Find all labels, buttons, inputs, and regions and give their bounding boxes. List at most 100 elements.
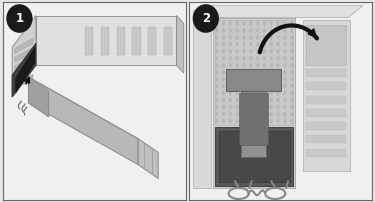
Polygon shape	[15, 56, 33, 71]
Polygon shape	[249, 63, 252, 68]
Polygon shape	[283, 49, 286, 54]
Polygon shape	[229, 112, 232, 116]
Polygon shape	[256, 105, 259, 109]
Polygon shape	[290, 98, 293, 102]
Polygon shape	[177, 16, 184, 73]
Polygon shape	[283, 119, 286, 123]
Polygon shape	[215, 105, 218, 109]
Polygon shape	[256, 49, 259, 54]
Polygon shape	[236, 28, 239, 33]
Polygon shape	[306, 109, 347, 117]
Polygon shape	[236, 63, 239, 68]
Polygon shape	[164, 27, 172, 55]
Polygon shape	[222, 77, 225, 82]
Polygon shape	[229, 77, 232, 82]
Polygon shape	[193, 9, 211, 188]
Polygon shape	[28, 77, 158, 153]
Polygon shape	[215, 63, 218, 68]
Polygon shape	[306, 25, 347, 65]
Polygon shape	[249, 77, 252, 82]
Polygon shape	[236, 35, 239, 40]
Polygon shape	[306, 82, 347, 90]
Polygon shape	[243, 98, 246, 102]
Polygon shape	[283, 56, 286, 61]
Polygon shape	[263, 77, 266, 82]
Polygon shape	[229, 70, 232, 75]
Polygon shape	[290, 21, 293, 26]
Polygon shape	[215, 127, 294, 186]
Polygon shape	[270, 63, 273, 68]
Polygon shape	[283, 112, 286, 116]
Polygon shape	[276, 98, 280, 102]
Polygon shape	[283, 105, 286, 109]
Polygon shape	[270, 49, 273, 54]
Polygon shape	[236, 98, 239, 102]
Polygon shape	[283, 91, 286, 95]
Polygon shape	[306, 149, 347, 157]
Polygon shape	[249, 28, 252, 33]
Polygon shape	[283, 77, 286, 82]
Polygon shape	[256, 35, 259, 40]
Polygon shape	[243, 21, 246, 26]
Polygon shape	[222, 70, 225, 75]
Polygon shape	[249, 84, 252, 88]
Polygon shape	[236, 70, 239, 75]
Polygon shape	[132, 27, 141, 55]
Polygon shape	[276, 42, 280, 47]
Polygon shape	[236, 77, 239, 82]
Polygon shape	[263, 28, 266, 33]
Polygon shape	[263, 35, 266, 40]
Polygon shape	[222, 28, 225, 33]
Polygon shape	[256, 42, 259, 47]
Polygon shape	[283, 63, 286, 68]
Polygon shape	[283, 28, 286, 33]
Polygon shape	[263, 21, 266, 26]
Polygon shape	[283, 21, 286, 26]
Polygon shape	[243, 28, 246, 33]
Polygon shape	[263, 112, 266, 116]
Polygon shape	[12, 43, 36, 97]
Polygon shape	[229, 21, 232, 26]
Polygon shape	[270, 28, 273, 33]
Polygon shape	[270, 112, 273, 116]
Polygon shape	[222, 56, 225, 61]
Text: 2: 2	[202, 12, 210, 25]
Polygon shape	[236, 21, 239, 26]
Polygon shape	[101, 27, 109, 55]
Polygon shape	[243, 91, 246, 95]
Polygon shape	[290, 84, 293, 88]
Polygon shape	[236, 42, 239, 47]
Polygon shape	[215, 112, 218, 116]
Polygon shape	[249, 105, 252, 109]
Polygon shape	[236, 56, 239, 61]
Polygon shape	[276, 91, 280, 95]
Polygon shape	[270, 119, 273, 123]
Polygon shape	[270, 35, 273, 40]
Polygon shape	[28, 77, 138, 165]
Polygon shape	[243, 77, 246, 82]
Polygon shape	[85, 27, 93, 55]
Polygon shape	[249, 42, 252, 47]
Polygon shape	[226, 69, 280, 91]
Polygon shape	[276, 56, 280, 61]
Polygon shape	[238, 93, 268, 145]
Polygon shape	[117, 27, 125, 55]
Polygon shape	[15, 38, 33, 53]
Polygon shape	[256, 119, 259, 123]
Polygon shape	[236, 91, 239, 95]
Polygon shape	[263, 119, 266, 123]
Polygon shape	[222, 112, 225, 116]
Polygon shape	[290, 91, 293, 95]
Polygon shape	[290, 112, 293, 116]
Polygon shape	[256, 91, 259, 95]
Polygon shape	[15, 74, 33, 89]
Polygon shape	[236, 119, 239, 123]
Polygon shape	[263, 63, 266, 68]
Polygon shape	[303, 20, 350, 170]
Polygon shape	[243, 112, 246, 116]
Polygon shape	[290, 35, 293, 40]
Polygon shape	[270, 98, 273, 102]
Polygon shape	[222, 21, 225, 26]
Polygon shape	[243, 42, 246, 47]
Polygon shape	[256, 63, 259, 68]
